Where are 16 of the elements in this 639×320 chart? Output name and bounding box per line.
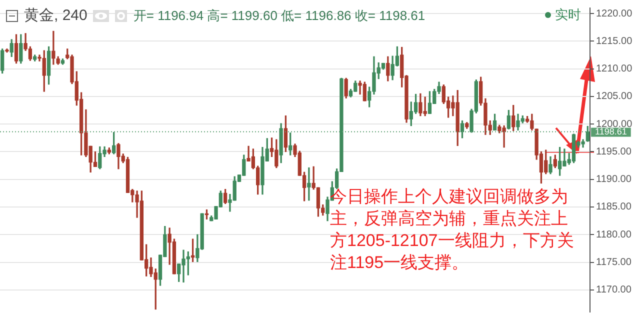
y-tick-label: 1220.00 xyxy=(596,8,633,20)
y-tick-label: 1170.00 xyxy=(596,284,632,296)
y-tick-label: 1180.00 xyxy=(596,229,632,240)
annotation: 今日操作上个人建议回调做多为主，反弹高空为辅，重点关注上方1205-12107一线阻力，下方关注1195一线支撑。 xyxy=(330,186,575,274)
y-tick-label: 1190.00 xyxy=(596,174,632,186)
y-tick-label: 1195.00 xyxy=(596,146,632,158)
candlestick xyxy=(307,167,311,201)
y-tick-label: 1215.00 xyxy=(596,36,633,47)
chart-title: 黄金, 240 xyxy=(24,6,88,25)
ref-line-label: 1198.61 xyxy=(595,126,627,137)
y-tick-label: 1175.00 xyxy=(596,257,632,268)
annotation: 开= 1196.94 高= 1199.60 低= 1196.86 收= 1198.61 xyxy=(133,6,426,24)
y-tick-label: 1205.00 xyxy=(596,91,633,102)
annotation: 实时 xyxy=(555,6,581,24)
y-tick-label: 1185.00 xyxy=(596,202,632,213)
y-tick-label: 1210.00 xyxy=(596,64,633,75)
